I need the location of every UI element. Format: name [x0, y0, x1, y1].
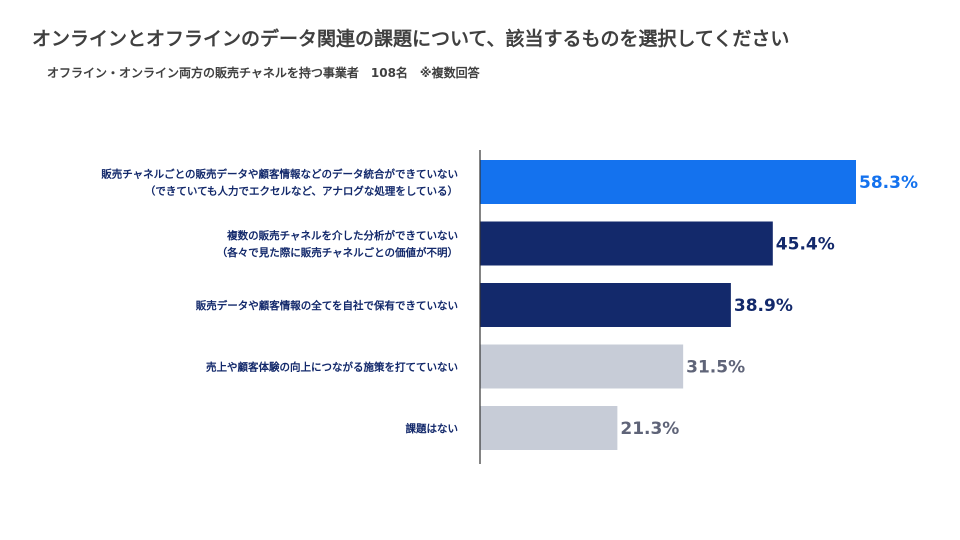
value-label-1: 58.3% [859, 173, 918, 193]
category-label-1-line-1: 販売チャネルごとの販売データや顧客情報などのデータ統合ができていない [101, 168, 458, 181]
chart-subtitle: オフライン・オンライン両方の販売チャネルを持つ事業者 108名 ※複数回答 [47, 66, 480, 80]
category-label-2-line-1: 複数の販売チャネルを介した分析ができていない [226, 229, 458, 242]
bar-4 [480, 344, 684, 389]
value-label-5: 21.3% [620, 419, 679, 439]
value-label-4: 31.5% [686, 358, 745, 378]
category-label-5-line-1: 課題はない [406, 422, 459, 435]
value-label-3: 38.9% [734, 296, 793, 316]
category-label-4-line-1: 売上や顧客体験の向上につながる施策を打てていない [206, 361, 458, 374]
chart-title: オンラインとオフラインのデータ関連の課題について、該当するものを選択してください [32, 28, 790, 50]
bar-3 [480, 283, 731, 327]
bar-5 [480, 406, 618, 450]
category-label-1-line-2: （できていても人力でエクセルなど、アナログな処理をしている） [145, 185, 458, 198]
category-label-2-line-2: （各々で見た際に販売チャネルごとの価値が不明） [217, 246, 458, 259]
bar-1 [480, 160, 856, 204]
value-label-2: 45.4% [776, 235, 835, 255]
category-label-3-line-1: 販売データや顧客情報の全てを自社で保有できていない [196, 299, 458, 312]
bar-2 [480, 221, 773, 266]
